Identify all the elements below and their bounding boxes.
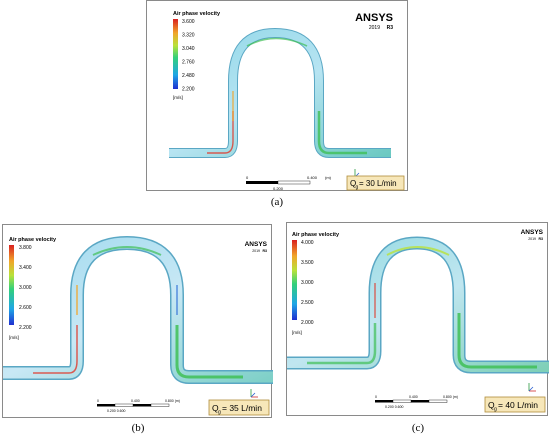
tick-label: 2.760	[182, 60, 195, 66]
scale-label: 0.800 (m)	[165, 399, 180, 403]
version-label: 2019	[369, 25, 380, 31]
version-label: 2019	[528, 237, 536, 241]
scale-bar: 0 0.400 0.800 (m) 0.200 0.600	[97, 399, 180, 413]
tick-label: 3.320	[182, 33, 195, 39]
color-bar	[173, 19, 178, 89]
tick-label: 2.500	[301, 300, 314, 306]
flow-subscript: g	[218, 410, 221, 416]
legend-title: Air phase velocity	[9, 237, 57, 243]
color-bar	[9, 245, 14, 325]
scale-label: (m)	[325, 175, 332, 180]
legend-title: Air phase velocity	[173, 11, 221, 17]
tick-label: 2.200	[182, 87, 195, 93]
version-label: 2019	[252, 249, 260, 253]
flow-prefix: Q	[212, 403, 219, 413]
tick-label: 2.000	[301, 320, 314, 326]
flow-value: = 40 L/min	[498, 400, 538, 410]
unit-label: [m/s]	[292, 330, 302, 335]
tick-label: 2.600	[19, 305, 32, 311]
ansys-logo: ANSYS	[245, 241, 268, 248]
ansys-logo: ANSYS	[521, 229, 544, 236]
scale-bar: 0 0.400 0.800 (m) 0.200 0.600	[375, 395, 458, 409]
pipe-geometry	[169, 28, 391, 158]
tick-label: 3.000	[19, 285, 32, 291]
scale-label: 0.200 0.600	[107, 409, 126, 413]
tick-label: 2.480	[182, 73, 195, 79]
scale-label: 0	[375, 395, 377, 399]
tick-label: 3.400	[19, 265, 32, 271]
scale-label: 0.400	[131, 399, 140, 403]
tick-label: 3.000	[301, 280, 314, 286]
axis-triad-icon	[250, 389, 258, 398]
scale-label: 0	[97, 399, 99, 403]
flow-subscript: g	[356, 185, 359, 191]
pipe-geometry	[3, 236, 273, 384]
axis-triad-icon	[528, 383, 536, 392]
caption-b: (b)	[131, 422, 145, 434]
unit-label: [m/s]	[9, 335, 19, 340]
flow-prefix: Q	[350, 179, 356, 188]
velocity-contour-a: Air phase velocity 3.600 3.320 3.040 2.7…	[169, 11, 405, 191]
color-bar	[292, 240, 297, 320]
caption-c: (c)	[411, 422, 425, 434]
tick-label: 2.200	[19, 325, 32, 331]
tick-label: 3.500	[301, 260, 314, 266]
velocity-contour-b: Air phase velocity 3.800 3.400 3.000 2.6…	[3, 236, 273, 416]
release-label: R3	[263, 249, 268, 253]
release-label: R3	[387, 25, 394, 31]
flow-rate-box: Q g = 35 L/min	[208, 399, 270, 416]
scale-label: 0.200 0.600	[385, 405, 404, 409]
velocity-contour-c: Air phase velocity 4.000 3.500 3.000 2.5…	[287, 229, 549, 413]
contour-plot-panel-b: Air phase velocity 3.800 3.400 3.000 2.6…	[2, 224, 273, 418]
contour-plot-panel-a: Air phase velocity 3.600 3.320 3.040 2.7…	[146, 0, 408, 191]
scale-bar: 0 0.400 (m) 0.200	[246, 175, 332, 191]
flow-rate-box: Q g = 30 L/min	[346, 175, 405, 191]
scale-label: 0.800 (m)	[443, 395, 458, 399]
flow-prefix: Q	[488, 400, 495, 410]
legend-title: Air phase velocity	[292, 232, 340, 238]
scale-label: 0.400	[409, 395, 418, 399]
unit-label: [m/s]	[173, 95, 183, 100]
flow-subscript: g	[494, 407, 497, 413]
release-label: R3	[539, 237, 544, 241]
tick-label: 4.000	[301, 240, 314, 246]
scale-label: 0.400	[307, 175, 318, 180]
pipe-geometry	[287, 236, 549, 374]
flow-value: = 35 L/min	[222, 403, 262, 413]
tick-label: 3.600	[182, 19, 195, 25]
ansys-logo: ANSYS	[355, 12, 393, 24]
flow-rate-box: Q g = 40 L/min	[484, 396, 546, 413]
flow-value: = 30 L/min	[359, 179, 397, 188]
tick-label: 3.800	[19, 245, 32, 251]
scale-label: 0	[246, 175, 249, 180]
caption-a: (a)	[270, 196, 284, 208]
tick-label: 3.040	[182, 46, 195, 52]
scale-label: 0.200	[273, 186, 284, 191]
contour-plot-panel-c: Air phase velocity 4.000 3.500 3.000 2.5…	[286, 222, 549, 416]
